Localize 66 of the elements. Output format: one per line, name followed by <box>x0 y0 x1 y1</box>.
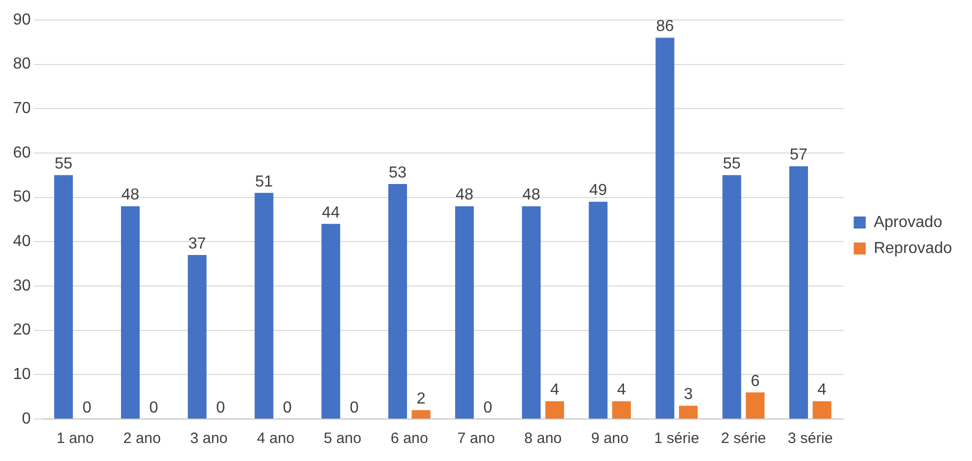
bar <box>746 392 765 418</box>
x-tick-label: 4 ano <box>256 430 294 448</box>
y-tick-label: 90 <box>13 11 31 28</box>
data-label: 86 <box>656 18 674 36</box>
y-tick-label: 40 <box>13 233 31 250</box>
data-label: 53 <box>388 164 407 182</box>
data-label: 57 <box>790 146 808 164</box>
x-tick-label: 6 ano <box>390 430 428 448</box>
data-label: 4 <box>818 382 827 399</box>
data-label: 44 <box>322 204 340 222</box>
x-tick-label: 1 ano <box>56 430 94 448</box>
data-label: 0 <box>282 399 292 416</box>
data-label: 37 <box>188 235 206 252</box>
data-label: 4 <box>550 382 560 399</box>
data-label: 0 <box>149 399 158 416</box>
data-label: 2 <box>416 390 426 408</box>
bar <box>321 224 340 418</box>
data-label: 55 <box>722 156 741 173</box>
data-label: 0 <box>82 399 92 416</box>
data-label: 51 <box>255 173 273 190</box>
y-tick-label: 50 <box>13 188 31 206</box>
y-tick-label: 70 <box>13 100 31 118</box>
bar <box>412 410 430 418</box>
bar <box>455 206 474 418</box>
data-label: 0 <box>216 399 226 416</box>
bar <box>254 192 274 418</box>
data-label: 0 <box>350 399 359 416</box>
bar <box>812 401 832 418</box>
x-tick-label: 3 ano <box>190 430 228 448</box>
data-label: 6 <box>750 372 760 390</box>
y-tick-label: 10 <box>13 366 31 384</box>
bar <box>388 184 408 418</box>
data-label: 49 <box>589 182 608 200</box>
data-label: 48 <box>456 186 474 204</box>
bar <box>678 406 698 418</box>
data-label: 3 <box>684 386 693 404</box>
bar <box>612 401 631 418</box>
bar <box>188 254 207 418</box>
bar <box>545 401 564 418</box>
x-tick-label: 9 ano <box>591 430 629 448</box>
data-label: 0 <box>483 399 492 416</box>
legend-label: Aprovado <box>874 214 942 231</box>
data-label: 48 <box>121 186 140 204</box>
bar <box>588 202 608 418</box>
y-tick-label: 60 <box>13 144 31 162</box>
bar <box>722 175 742 418</box>
x-tick-label: 7 ano <box>457 430 495 448</box>
x-tick-label: 2 série <box>720 430 766 448</box>
bar <box>522 206 541 418</box>
y-tick-label: 80 <box>13 56 31 73</box>
x-tick-label: 8 ano <box>524 430 562 448</box>
y-tick-label: 0 <box>22 410 31 428</box>
bar <box>120 206 140 418</box>
legend-label: Reprovado <box>874 240 952 257</box>
data-label: 48 <box>522 186 540 204</box>
y-tick-label: 30 <box>13 277 31 294</box>
bar <box>656 38 674 418</box>
x-tick-label: 3 série <box>788 430 833 448</box>
y-tick-label: 20 <box>13 322 31 339</box>
bar <box>789 166 808 418</box>
data-label: 55 <box>54 156 73 173</box>
data-label: 4 <box>617 382 626 399</box>
x-tick-label: 2 ano <box>123 430 161 448</box>
x-tick-label: 1 série <box>654 430 700 448</box>
x-tick-label: 5 ano <box>324 430 362 448</box>
bar <box>54 175 73 418</box>
